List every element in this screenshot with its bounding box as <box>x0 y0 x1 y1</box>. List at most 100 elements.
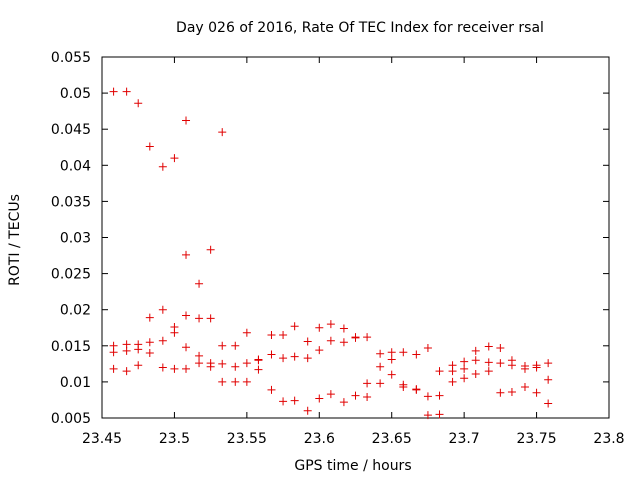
data-point <box>170 328 179 337</box>
data-point <box>315 346 324 355</box>
y-axis-label: ROTI / TECUs <box>7 194 23 286</box>
data-point <box>435 410 444 419</box>
data-point <box>363 333 372 342</box>
x-axis-label: GPS time / hours <box>294 458 411 474</box>
data-point <box>158 363 167 372</box>
data-point <box>387 370 396 379</box>
data-point <box>339 398 348 407</box>
y-tick-label: 0.02 <box>60 303 91 319</box>
y-tick: 0.05 <box>60 86 609 102</box>
data-point <box>195 314 204 323</box>
data-point <box>423 343 432 352</box>
y-tick: 0.005 <box>51 411 609 427</box>
data-point <box>158 162 167 171</box>
data-point <box>279 354 288 363</box>
data-point <box>182 343 191 352</box>
data-point <box>122 346 131 355</box>
data-point <box>387 355 396 364</box>
x-tick-label: 23.6 <box>304 431 335 447</box>
data-point <box>231 341 240 350</box>
x-tick-label: 23.65 <box>372 431 412 447</box>
data-point <box>496 388 505 397</box>
data-point <box>182 311 191 320</box>
data-point <box>158 336 167 345</box>
data-point <box>376 349 385 358</box>
data-point <box>303 337 312 346</box>
y-tick-label: 0.005 <box>51 411 91 427</box>
data-point <box>460 364 469 373</box>
data-point <box>326 390 335 399</box>
data-point <box>496 359 505 368</box>
data-point <box>423 411 432 420</box>
y-tick: 0.025 <box>51 267 609 283</box>
data-point <box>471 356 480 365</box>
data-point <box>326 336 335 345</box>
data-point <box>109 348 118 357</box>
data-point <box>134 345 143 354</box>
data-point <box>412 385 421 394</box>
x-tick: 23.75 <box>517 57 557 447</box>
data-point <box>544 399 553 408</box>
data-point <box>279 397 288 406</box>
data-point <box>399 382 408 391</box>
x-tick-label: 23.8 <box>593 431 624 447</box>
data-point <box>145 349 154 358</box>
data-point <box>460 357 469 366</box>
data-point <box>460 374 469 383</box>
data-point <box>206 245 215 254</box>
data-point <box>122 87 131 96</box>
data-point <box>145 313 154 322</box>
y-tick-label: 0.035 <box>51 194 91 210</box>
data-point <box>231 362 240 371</box>
x-tick: 23.6 <box>304 57 335 447</box>
data-point <box>254 356 263 365</box>
data-point <box>376 379 385 388</box>
data-point <box>484 358 493 367</box>
y-tick: 0.02 <box>60 303 609 319</box>
data-point <box>315 394 324 403</box>
data-point <box>195 279 204 288</box>
data-point <box>158 305 167 314</box>
data-point <box>471 346 480 355</box>
x-tick-label: 23.5 <box>159 431 190 447</box>
data-point <box>423 392 432 401</box>
x-tick-label: 23.7 <box>449 431 480 447</box>
chart-title: Day 026 of 2016, Rate Of TEC Index for r… <box>176 20 544 36</box>
data-point <box>182 116 191 125</box>
x-tick-label: 23.45 <box>82 431 122 447</box>
y-tick-label: 0.055 <box>51 50 91 66</box>
y-tick-label: 0.01 <box>60 375 91 391</box>
data-point <box>267 385 276 394</box>
y-tick: 0.04 <box>60 158 609 174</box>
data-point <box>206 314 215 323</box>
data-point <box>122 367 131 376</box>
data-point <box>267 350 276 359</box>
y-tick: 0.03 <box>60 231 609 247</box>
data-point <box>290 322 299 331</box>
data-point <box>218 341 227 350</box>
data-point <box>231 377 240 386</box>
y-tick-label: 0.045 <box>51 122 91 138</box>
y-tick: 0.055 <box>51 50 609 66</box>
data-point <box>435 391 444 400</box>
x-tick: 23.8 <box>593 57 625 447</box>
data-point <box>520 382 529 391</box>
data-points <box>109 87 553 420</box>
data-point <box>303 406 312 415</box>
data-point <box>484 342 493 351</box>
x-tick: 23.65 <box>372 57 412 447</box>
data-point <box>544 359 553 368</box>
data-point <box>242 359 251 368</box>
x-tick: 23.7 <box>449 57 480 447</box>
data-point <box>170 154 179 163</box>
data-point <box>532 388 541 397</box>
data-point <box>109 87 118 96</box>
data-point <box>376 362 385 371</box>
data-point <box>242 328 251 337</box>
data-point <box>170 364 179 373</box>
x-tick: 23.55 <box>227 57 267 447</box>
data-point <box>448 377 457 386</box>
data-point <box>279 330 288 339</box>
y-tick-label: 0.04 <box>60 158 91 174</box>
